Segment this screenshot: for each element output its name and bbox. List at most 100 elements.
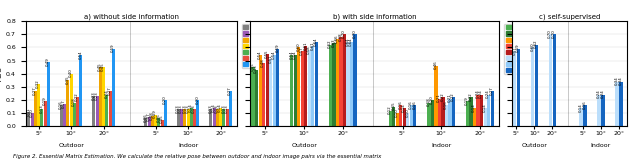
Text: 0.35: 0.35 (65, 75, 69, 84)
Text: 0.45: 0.45 (101, 62, 105, 71)
Bar (145, 118, 147, 126)
Bar (445, 105, 448, 126)
Bar (615, 82, 619, 126)
Bar (513, 51, 516, 126)
Bar (332, 43, 335, 126)
Text: 0.13: 0.13 (215, 104, 219, 113)
Bar (109, 91, 111, 126)
Bar (219, 108, 222, 126)
Bar (311, 46, 314, 126)
Bar (164, 100, 167, 126)
Bar (216, 109, 219, 126)
Bar (470, 97, 473, 126)
Text: 0.70: 0.70 (548, 29, 552, 38)
Bar (579, 108, 583, 126)
Text: 0.70: 0.70 (552, 29, 556, 38)
Text: 0.14: 0.14 (402, 103, 406, 112)
Bar (157, 118, 160, 126)
Text: 0.24: 0.24 (486, 90, 490, 98)
Bar (44, 101, 47, 126)
Bar (336, 40, 339, 126)
Text: 0.16: 0.16 (583, 100, 587, 109)
Bar (531, 47, 534, 126)
Text: 0.54: 0.54 (272, 50, 276, 59)
Bar (290, 55, 293, 126)
Text: 0.18: 0.18 (72, 98, 76, 106)
Text: 0.14: 0.14 (211, 103, 216, 112)
Bar (487, 95, 490, 126)
Text: 0.54: 0.54 (258, 50, 262, 59)
Bar (269, 59, 272, 126)
Legend: DeМоN [30], GMS [2] + RANSAC, SIFT + InClass [36] + RANSAC, LFT [55] + InClass [: DeМоN [30], GMS [2] + RANSAC, SIFT + InC… (241, 24, 342, 68)
Bar (106, 95, 108, 126)
Text: 0.13: 0.13 (182, 104, 186, 113)
Text: 0.27: 0.27 (228, 86, 232, 95)
Text: 0.57: 0.57 (513, 46, 516, 55)
Text: 0.70: 0.70 (342, 29, 346, 38)
Bar (294, 55, 297, 126)
Text: 0.13: 0.13 (39, 104, 44, 113)
Text: 0.18: 0.18 (426, 98, 431, 106)
Text: 0.21: 0.21 (437, 94, 441, 102)
Text: 0.22: 0.22 (451, 92, 455, 101)
Bar (297, 47, 300, 126)
Bar (190, 108, 193, 126)
Text: 0.20: 0.20 (163, 95, 167, 104)
Bar (148, 117, 150, 126)
Bar (209, 109, 212, 126)
Bar (161, 120, 164, 126)
Text: 0.16: 0.16 (59, 100, 63, 109)
Bar (70, 74, 72, 126)
Bar (183, 109, 186, 126)
Text: 0.22: 0.22 (75, 92, 79, 101)
Text: Indoor: Indoor (591, 143, 611, 148)
Text: 0.68: 0.68 (339, 32, 342, 40)
Text: 0.60: 0.60 (296, 42, 300, 51)
Bar (343, 34, 346, 126)
Text: 0.54: 0.54 (78, 50, 83, 59)
Bar (177, 109, 180, 126)
Text: 0.23: 0.23 (92, 91, 95, 100)
Text: 0.63: 0.63 (332, 38, 335, 47)
Bar (180, 109, 183, 126)
Text: 0.62: 0.62 (328, 40, 332, 48)
Text: 0.45: 0.45 (251, 62, 255, 71)
Text: 0.13: 0.13 (225, 104, 228, 113)
Text: 0.13: 0.13 (179, 104, 183, 113)
Bar (102, 67, 105, 126)
Text: 0.10: 0.10 (405, 108, 410, 117)
Bar (597, 95, 601, 126)
Text: Indoor: Indoor (431, 143, 451, 148)
Bar (329, 45, 332, 126)
Text: 0.11: 0.11 (26, 107, 30, 116)
Bar (276, 49, 279, 126)
Bar (40, 109, 44, 126)
Text: 0.21: 0.21 (447, 94, 452, 102)
Text: 0.06: 0.06 (143, 114, 147, 122)
Bar (583, 105, 587, 126)
Text: 0.60: 0.60 (531, 42, 534, 51)
Text: 0.70: 0.70 (353, 29, 356, 38)
Text: 0.15: 0.15 (391, 102, 396, 110)
Bar (193, 109, 196, 126)
Text: 0.16: 0.16 (444, 100, 448, 109)
Bar (346, 42, 349, 126)
Text: 0.34: 0.34 (619, 77, 623, 85)
Bar (388, 110, 392, 126)
Text: 0.27: 0.27 (108, 86, 111, 95)
Bar (301, 51, 304, 126)
Title: c) self-supervised: c) self-supervised (539, 13, 600, 20)
Text: 0.34: 0.34 (615, 77, 619, 85)
Bar (222, 109, 225, 126)
Bar (534, 45, 538, 126)
Bar (552, 34, 556, 126)
Text: 0.22: 0.22 (440, 92, 445, 101)
Text: 0.20: 0.20 (430, 95, 434, 104)
Bar (259, 55, 262, 126)
Text: 0.10: 0.10 (395, 108, 399, 117)
Bar (490, 91, 494, 126)
Text: 0.59: 0.59 (275, 44, 279, 52)
Text: 0.58: 0.58 (307, 45, 311, 54)
Text: 0.27: 0.27 (490, 86, 493, 95)
Text: 0.24: 0.24 (476, 90, 480, 98)
